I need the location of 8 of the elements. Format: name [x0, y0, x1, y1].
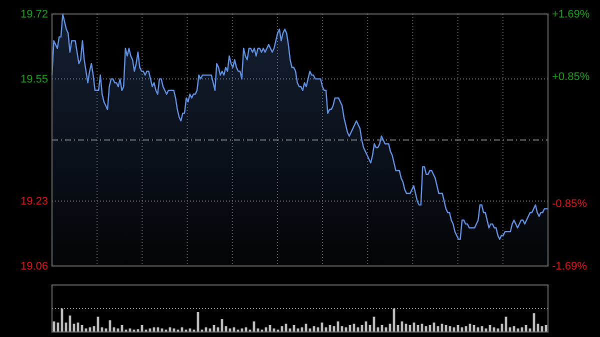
y-tick-label: 19.06	[20, 260, 48, 273]
y2-tick-label: -0.85%	[552, 198, 588, 210]
y-tick-label: 19.72	[20, 8, 48, 21]
y2-tick-label: +1.69%	[552, 8, 590, 21]
y2-tick-label: -1.69%	[552, 260, 588, 273]
y2-tick-label: +0.85%	[552, 71, 590, 84]
y-tick-label: 19.23	[20, 196, 48, 208]
y-tick-label: 19.55	[20, 73, 48, 86]
